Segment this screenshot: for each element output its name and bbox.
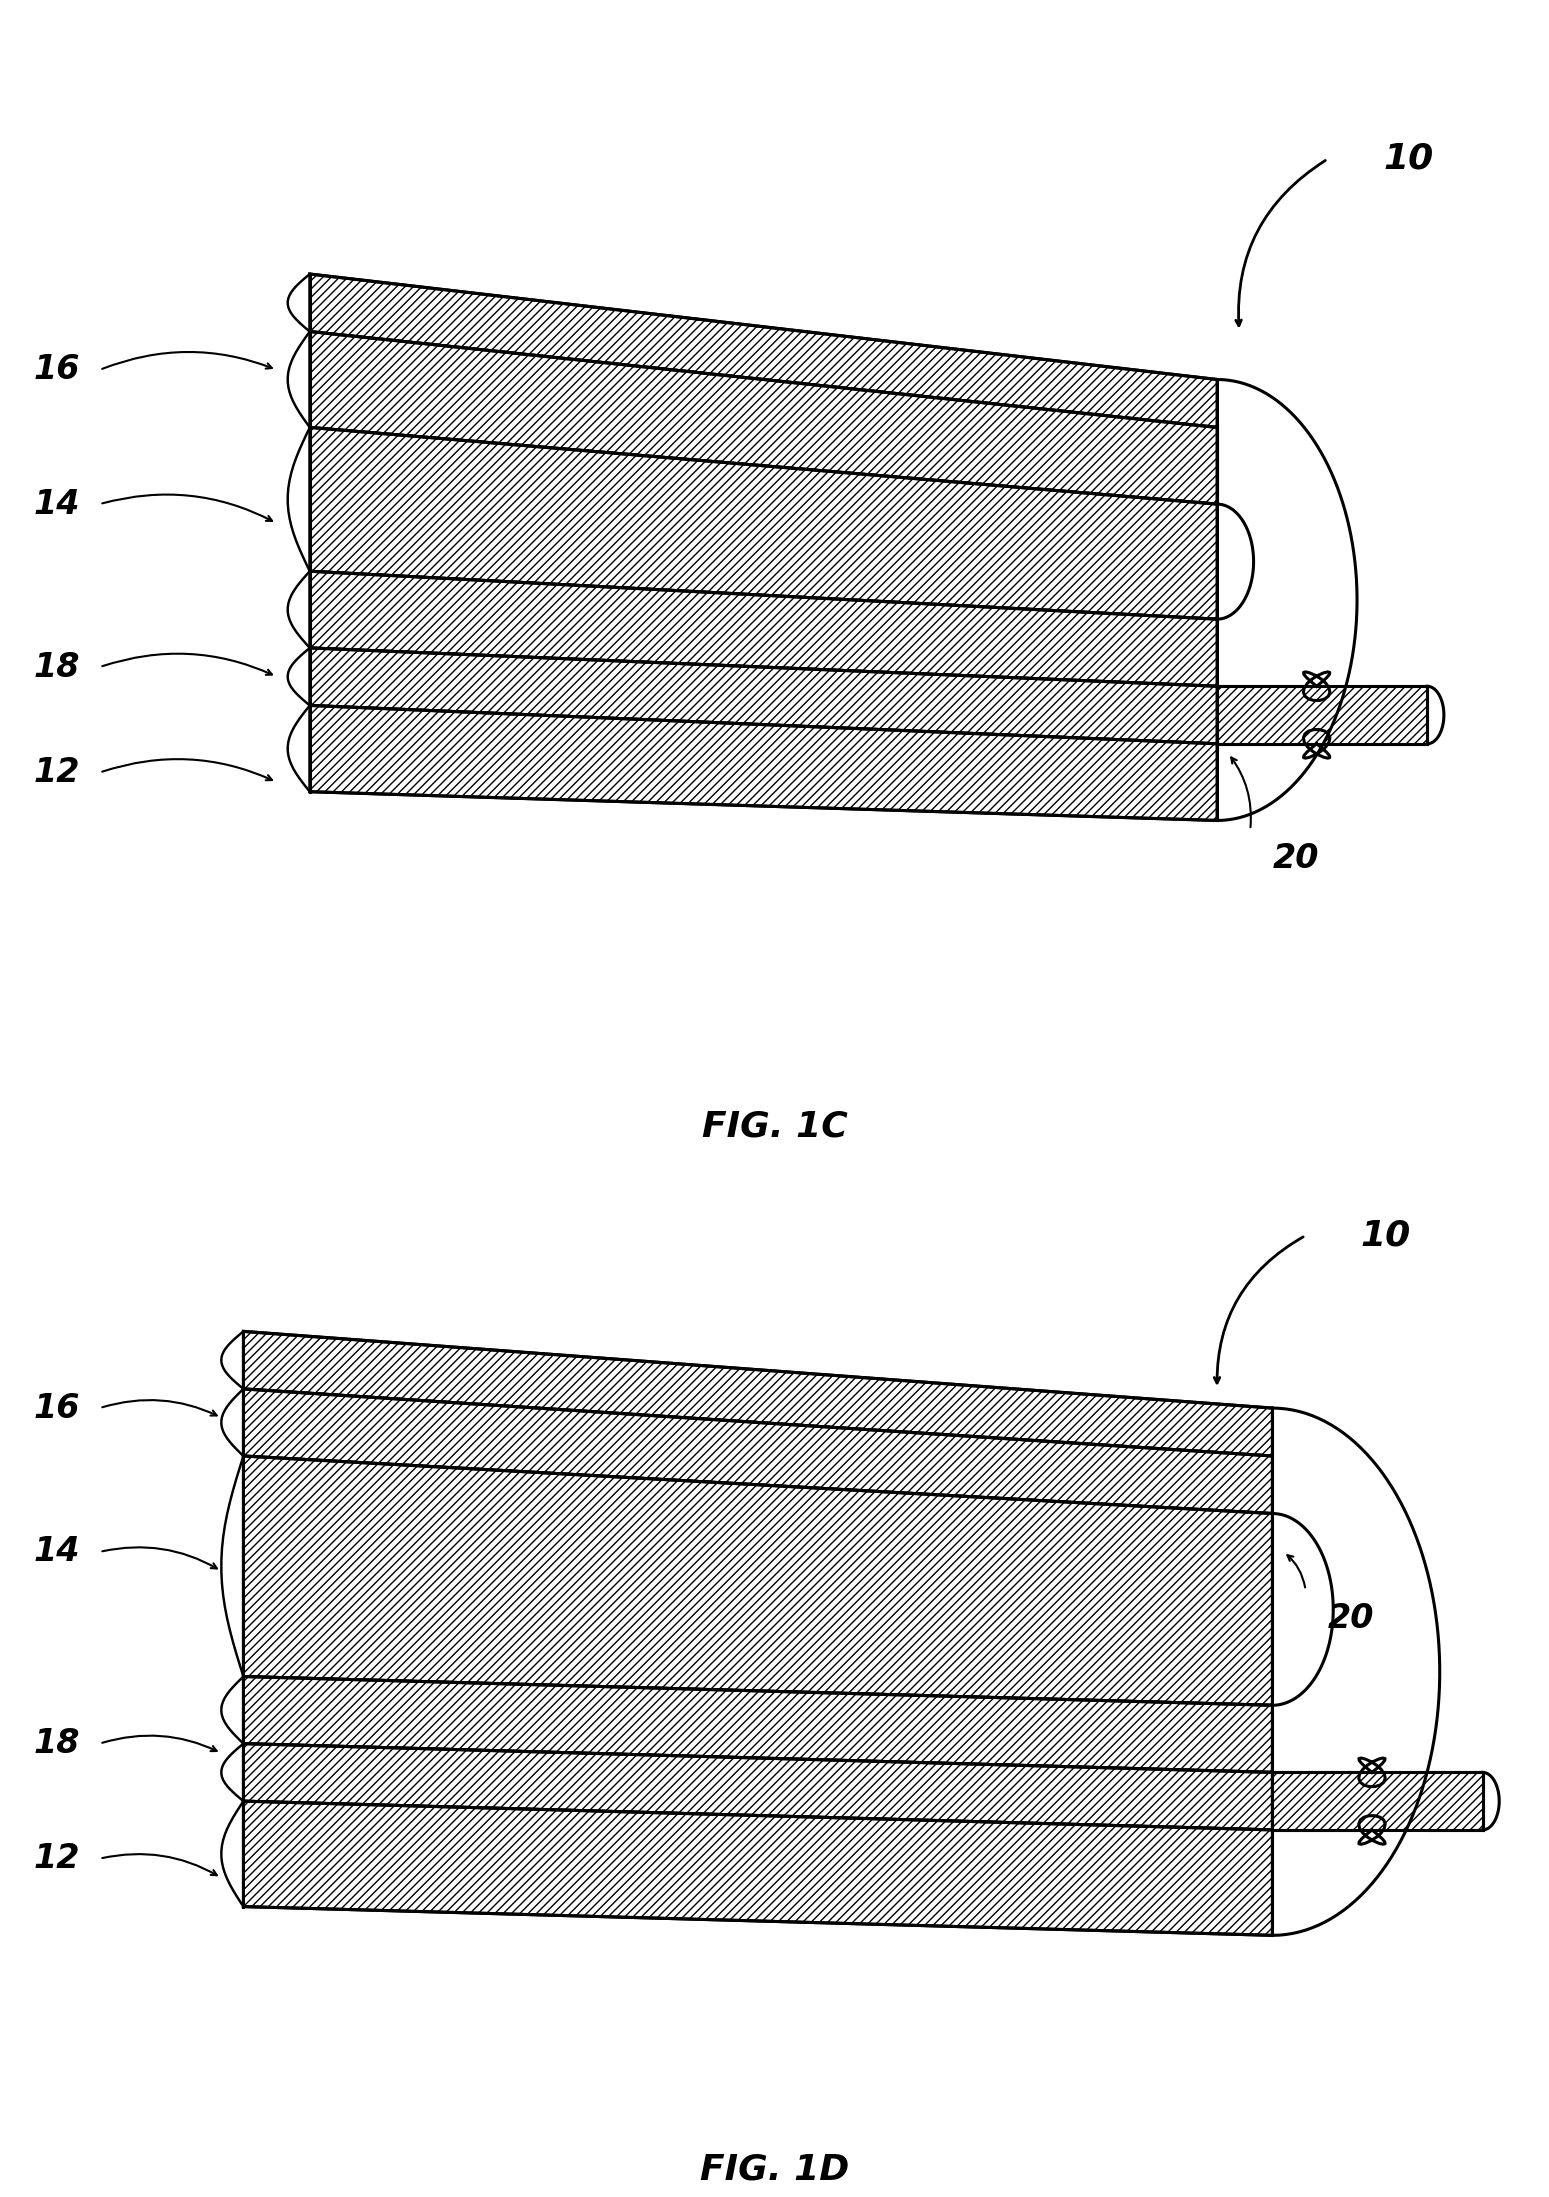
Text: 12: 12	[33, 1841, 79, 1876]
Polygon shape	[310, 705, 1218, 819]
Text: 14: 14	[33, 1536, 79, 1569]
Polygon shape	[243, 1676, 1272, 1773]
Text: 20: 20	[1272, 841, 1318, 874]
Text: 10: 10	[1362, 1219, 1411, 1252]
Polygon shape	[310, 275, 1218, 428]
Polygon shape	[310, 648, 1218, 745]
Polygon shape	[1272, 1773, 1482, 1830]
Polygon shape	[310, 332, 1218, 503]
Text: 12: 12	[33, 756, 79, 789]
Text: 10: 10	[1383, 143, 1433, 176]
Text: 18: 18	[33, 1727, 79, 1760]
Text: 16: 16	[33, 1391, 79, 1424]
Polygon shape	[243, 1802, 1272, 1936]
Polygon shape	[310, 571, 1218, 685]
Text: FIG. 1D: FIG. 1D	[700, 2153, 849, 2186]
Polygon shape	[243, 1389, 1272, 1514]
Polygon shape	[243, 1744, 1272, 1830]
Text: 20: 20	[1327, 1602, 1374, 1635]
Polygon shape	[243, 1331, 1272, 1457]
Text: FIG. 1C: FIG. 1C	[702, 1109, 847, 1142]
Text: 18: 18	[33, 650, 79, 683]
Polygon shape	[243, 1457, 1272, 1705]
Polygon shape	[310, 428, 1218, 620]
Text: 14: 14	[33, 488, 79, 521]
Polygon shape	[1218, 685, 1427, 745]
Text: 16: 16	[33, 354, 79, 387]
